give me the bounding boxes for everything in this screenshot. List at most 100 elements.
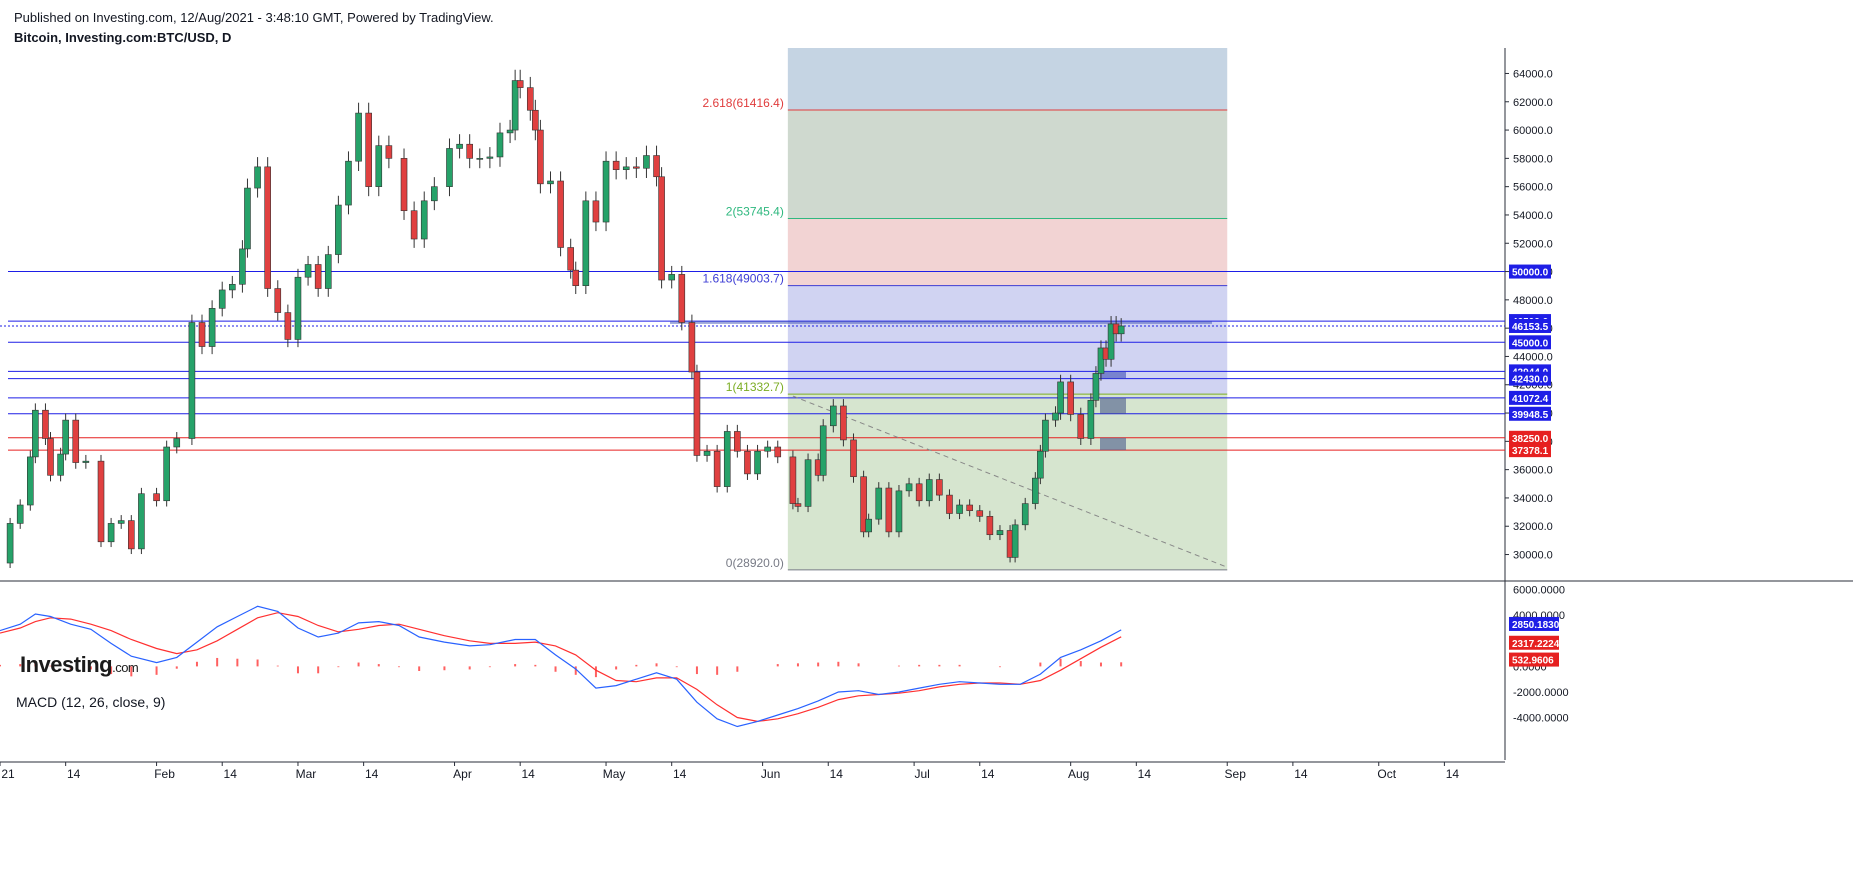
fib-zone-2 [787, 110, 1228, 219]
candle-body [72, 419, 80, 463]
candle-body [1087, 400, 1095, 439]
x-tick-label: Sep [1225, 767, 1247, 781]
x-tick-label: 14 [67, 767, 81, 781]
candle-body [526, 87, 534, 111]
candle-body [335, 204, 342, 255]
last-price-tag-text: 46153.5 [1512, 322, 1549, 333]
candle-body [446, 148, 453, 187]
candle-body [284, 312, 292, 340]
x-tick-label: 14 [1294, 767, 1308, 781]
box-zone-2 [1100, 397, 1126, 414]
candle-body [97, 460, 105, 543]
x-tick-label: 14 [522, 767, 536, 781]
candle-body [976, 510, 984, 517]
y-tick-label: 52000.0 [1513, 238, 1553, 250]
level-tag-0-bg [1509, 264, 1551, 279]
candle-body [1042, 419, 1049, 452]
candle-body [789, 456, 797, 504]
x-tick-label: 14 [1138, 767, 1152, 781]
candle-body [6, 523, 14, 564]
candle-body [703, 450, 711, 456]
candle-body [345, 160, 352, 206]
candle-body [324, 254, 332, 289]
candle-body [622, 166, 630, 170]
x-tick-label: Aug [1068, 767, 1089, 781]
y-tick-label: 34000.0 [1513, 493, 1553, 505]
y-tick-label: 60000.0 [1513, 125, 1553, 137]
level-tag-5-bg [1509, 390, 1551, 405]
macd-line [0, 605, 1122, 728]
candle-body [658, 176, 665, 281]
fib-zone-1.618 [787, 218, 1228, 286]
candle-body [400, 158, 408, 212]
candle-body [547, 180, 554, 185]
candle-body [239, 248, 246, 285]
candle-body [734, 431, 741, 452]
level-tag-8-bg [1509, 443, 1551, 458]
candle-body [668, 274, 675, 281]
x-tick-label: 14 [365, 767, 379, 781]
level-tag-6-bg [1509, 406, 1551, 421]
candle-body [885, 487, 893, 533]
candle-body [582, 200, 590, 287]
y-tick-label: 64000.0 [1513, 68, 1553, 80]
long-box-zone [670, 321, 1212, 324]
candle-body [723, 431, 731, 487]
x-tick-label: Feb [154, 767, 175, 781]
y-tick-label: 56000.0 [1513, 182, 1553, 194]
candle-body [229, 283, 236, 291]
macd-label: MACD (12, 26, close, 9) [16, 694, 166, 710]
candle-body [128, 520, 135, 550]
candle-body [936, 479, 943, 496]
candle-body [138, 493, 145, 550]
candle-body [754, 450, 761, 475]
candle-body [996, 530, 1004, 536]
candle-body [633, 166, 640, 169]
candle-body [865, 518, 872, 533]
candle-body [840, 405, 847, 441]
x-tick-label: May [603, 767, 626, 781]
candle-body [294, 276, 302, 340]
candle-body [1067, 381, 1074, 415]
fib-level-label-2.618: 2.618(61416.4) [702, 96, 783, 110]
candle-body [516, 80, 524, 88]
candle-body [42, 409, 49, 439]
candle-body [365, 112, 372, 187]
candle-body [830, 405, 837, 427]
candle-body [946, 494, 953, 514]
candle-body [986, 516, 994, 536]
candle-body [486, 156, 494, 159]
candle-body [744, 450, 751, 475]
dashed-trendline [792, 395, 1228, 568]
logo-suffix: .com [112, 660, 139, 675]
fib-level-label-1.618: 1.618(49003.7) [702, 272, 783, 286]
candle-body [153, 493, 160, 502]
y-tick-label: 36000.0 [1513, 465, 1553, 477]
candle-body [1011, 524, 1019, 558]
candle-body [819, 425, 827, 476]
macd-y-tick-label: -4000.0000 [1513, 713, 1569, 725]
candle-body [254, 166, 261, 189]
y-tick-label: 44000.0 [1513, 351, 1553, 363]
candle-body [355, 112, 362, 162]
candle-body [410, 210, 418, 240]
candle-body [1057, 381, 1064, 414]
macd-tag-histogram-text: 532.9606 [1512, 656, 1554, 667]
candle-body [264, 166, 271, 289]
level-tag-6-text: 39948.5 [1512, 410, 1549, 421]
candle-body [956, 504, 963, 514]
last-price-tag-bg [1509, 318, 1551, 333]
candle-body [804, 459, 812, 507]
candle-body [693, 371, 701, 456]
x-tick-label: Apr [453, 767, 472, 781]
x-tick-label: 14 [224, 767, 238, 781]
macd-tag-signal-text: 2317.2224 [1512, 639, 1560, 650]
x-tick-label: Oct [1377, 767, 1396, 781]
level-tag-0-text: 50000.0 [1512, 268, 1549, 279]
candle-body [198, 322, 206, 347]
candle-body [688, 322, 696, 373]
candle-body [850, 439, 857, 478]
candle-body [188, 322, 196, 439]
candle-body [107, 523, 115, 543]
